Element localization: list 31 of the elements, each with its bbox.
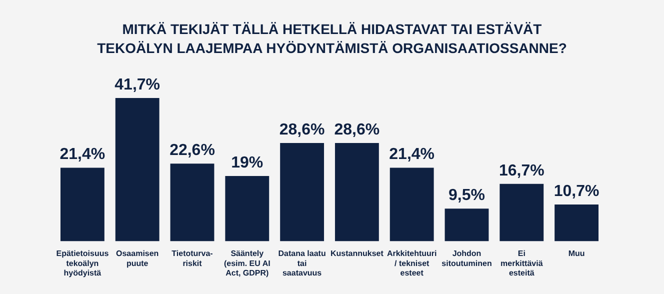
data-label: 28,6%: [334, 121, 380, 138]
data-label: 28,6%: [279, 121, 325, 138]
x-tick-label: Kustannukset: [330, 249, 384, 258]
x-tick-label: Osaamisen puute: [116, 249, 159, 268]
data-label: 9,5%: [448, 186, 485, 204]
data-label: 21,4%: [60, 146, 106, 164]
data-label: 19%: [231, 154, 264, 172]
bar: [554, 204, 599, 242]
x-tick-label: Datana laatu tai saatavuus: [278, 249, 326, 278]
data-label: 21,4%: [389, 146, 435, 164]
bar: [500, 184, 544, 242]
x-tick-label: Epätietoisuus tekoälyn hyödyistä: [56, 249, 110, 278]
x-tick-label: Muu: [568, 249, 585, 258]
x-tick-label: Tietoturva-riskit: [172, 249, 214, 268]
chart-title: MITKÄ TEKIJÄT TÄLLÄ HETKELLÄ HIDASTAVAT TAI ESTÄVÄT TEKOÄLYN LAAJEMPAA HYÖDYNTÄMISTÄ ORGANISAATIOSSANNE?: [96, 20, 568, 58]
x-tick-label: Sääntely (esim. EU AI Act, GDPR): [224, 249, 270, 278]
data-label: 10,7%: [554, 182, 600, 200]
bar: [280, 142, 324, 242]
x-tick-label: Ei merkittäviä esteitä: [500, 249, 544, 278]
data-label: 41,7%: [114, 76, 160, 94]
data-label: 22,6%: [170, 142, 215, 159]
bar: [444, 208, 489, 242]
bar: [60, 168, 104, 242]
bar: [115, 98, 160, 242]
bar: [170, 164, 214, 242]
bar: [334, 142, 379, 242]
x-tick-label: Johdon sitoutuminen: [442, 249, 492, 268]
bar: [390, 168, 434, 242]
bar: [225, 176, 270, 242]
x-tick-label: Arkkitehtuuri / tekniset esteet: [386, 249, 437, 278]
data-label: 16,7%: [498, 162, 544, 180]
